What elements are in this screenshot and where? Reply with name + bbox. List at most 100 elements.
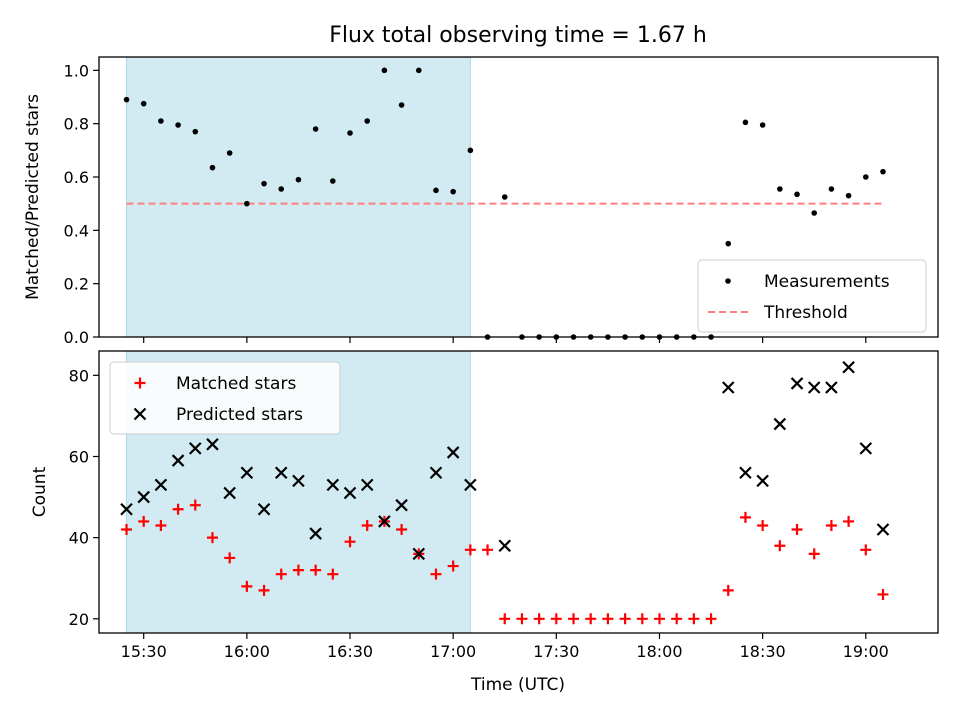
- x-axis-label: Time (UTC): [470, 675, 565, 695]
- measurement-point: [845, 192, 852, 199]
- predicted-star-marker: [464, 478, 477, 492]
- measurement-point: [140, 100, 147, 107]
- predicted-star-marker: [446, 446, 460, 459]
- ratio-plot-frame: [98, 56, 939, 338]
- x-tick-label: 18:00: [636, 642, 682, 661]
- matched-star-marker: [671, 613, 683, 625]
- matched-star-marker: [241, 580, 253, 592]
- predicted-star-marker: [429, 466, 443, 480]
- matched-star-marker: [825, 519, 837, 531]
- measurement-point: [175, 122, 181, 128]
- measurement-point: [450, 188, 456, 195]
- matched-star-marker: [705, 613, 717, 625]
- legend-box: [109, 361, 341, 435]
- measurement-point: [398, 102, 405, 108]
- predicted-star-marker: [859, 442, 873, 455]
- measurement-point: [295, 176, 302, 183]
- measurement-point: [725, 240, 732, 247]
- matched-star-marker: [327, 568, 339, 580]
- legend-x-marker: [133, 407, 147, 421]
- matched-star-marker: [275, 568, 287, 580]
- legend-label: Matched stars: [176, 374, 296, 394]
- predicted-star-markers: [120, 360, 890, 561]
- y-tick-label: 0.0: [64, 328, 89, 347]
- predicted-star-marker: [223, 486, 236, 500]
- measurement-point: [312, 126, 319, 132]
- matched-star-marker: [843, 515, 855, 527]
- ratio-x-ticks: [143, 337, 867, 343]
- x-tick-label: 17:00: [430, 642, 476, 661]
- predicted-star-marker: [756, 474, 769, 488]
- matched-star-marker: [602, 613, 614, 625]
- matched-star-marker: [361, 519, 373, 531]
- predicted-star-marker: [412, 547, 426, 561]
- measurement-point: [415, 67, 422, 74]
- measurement-point: [209, 164, 216, 171]
- predicted-star-marker: [807, 381, 821, 394]
- legend-dot-marker: [725, 278, 731, 284]
- predicted-star-marker: [739, 466, 752, 480]
- predicted-star-marker: [360, 478, 374, 492]
- measurement-point: [347, 130, 353, 136]
- measurement-point: [158, 118, 164, 124]
- measurement-point: [123, 96, 130, 103]
- matched-star-marker: [808, 548, 820, 560]
- predicted-star-marker: [721, 381, 735, 394]
- y-tick-label: 80: [69, 366, 89, 385]
- measurement-point: [862, 174, 869, 180]
- predicted-star-marker: [876, 523, 890, 536]
- predicted-star-marker: [257, 502, 271, 516]
- y-tick-label: 0.8: [64, 115, 89, 134]
- predicted-star-marker: [137, 490, 150, 504]
- matched-star-marker: [258, 584, 270, 596]
- count-plot-frame: [98, 350, 939, 634]
- matched-star-marker: [447, 560, 459, 572]
- predicted-star-marker: [825, 381, 838, 394]
- measurement-point: [777, 186, 783, 192]
- matched-star-marker: [155, 519, 167, 531]
- predicted-star-marker: [274, 466, 288, 480]
- y-tick-label: 20: [69, 610, 89, 629]
- matched-star-marker: [430, 568, 442, 580]
- x-tick-label: 17:30: [533, 642, 579, 661]
- x-tick-label: 18:30: [740, 642, 786, 661]
- predicted-star-marker: [498, 539, 512, 553]
- matched-star-marker: [774, 540, 786, 552]
- predicted-star-marker: [240, 466, 254, 480]
- matched-star-marker: [791, 524, 803, 536]
- predicted-star-marker: [378, 515, 391, 528]
- predicted-star-marker: [395, 498, 408, 512]
- count-y-ticks: 20 40 60 80: [69, 366, 99, 629]
- x-tick-label: 19:00: [843, 642, 889, 661]
- measurement-point: [501, 194, 508, 200]
- predicted-star-marker: [120, 502, 133, 516]
- y-tick-label: 0.4: [64, 221, 89, 240]
- matched-star-marker: [464, 544, 476, 556]
- matched-star-marker: [138, 515, 150, 527]
- matched-star-marker: [224, 552, 236, 564]
- matched-star-marker: [757, 519, 769, 531]
- matched-star-marker: [499, 613, 511, 625]
- y-tick-label: 0.6: [64, 168, 89, 187]
- chart-title: Flux total observing time = 1.67 h: [329, 23, 707, 48]
- x-tick-label: 16:30: [327, 642, 373, 661]
- matched-star-marker: [619, 613, 631, 625]
- matched-star-marker: [722, 584, 734, 596]
- measurement-point: [330, 178, 336, 184]
- matched-star-marker: [172, 503, 184, 515]
- x-tick-label: 16:00: [224, 642, 270, 661]
- y-tick-label: 1.0: [64, 61, 89, 80]
- predicted-star-marker: [171, 454, 185, 467]
- matched-star-marker: [121, 524, 133, 536]
- predicted-star-marker: [189, 442, 202, 455]
- measurement-point: [433, 187, 439, 194]
- matched-star-marker: [482, 544, 494, 556]
- matched-star-marker: [310, 564, 322, 576]
- predicted-star-marker: [326, 478, 340, 492]
- matched-star-marker: [636, 613, 648, 625]
- matched-star-marker: [585, 613, 597, 625]
- measurement-point: [467, 147, 474, 154]
- x-tick-label: 15:30: [121, 642, 167, 661]
